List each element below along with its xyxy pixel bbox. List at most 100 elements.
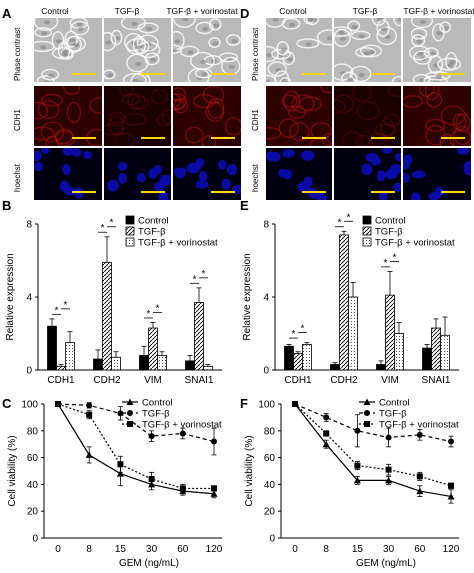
scale-bar — [371, 73, 395, 75]
bar — [65, 342, 75, 371]
category-label: CDH2 — [93, 375, 121, 386]
significance-mark: * — [202, 269, 206, 280]
cell-outline — [355, 47, 377, 58]
membrane-stain — [161, 109, 171, 125]
membrane-stain — [114, 132, 135, 146]
line-chart-f: 0 20 40 60 80 100 0 8 15 30 60 120 GEM (ng/mL) Cell v… — [244, 398, 460, 570]
cell-nucleus — [201, 72, 208, 77]
panel-label-e: E — [240, 198, 249, 213]
micrograph-a-phase-contrast-tgfb-vorinostat — [173, 18, 241, 82]
stain-background — [334, 86, 401, 146]
legend-marker — [364, 410, 370, 416]
cell-nucleus — [435, 74, 442, 79]
micrograph-image — [34, 86, 102, 146]
panel-label-d: D — [240, 6, 250, 21]
micrograph-image — [334, 18, 401, 82]
x-tick-label: 30 — [383, 544, 395, 555]
cell-nucleus — [132, 78, 139, 82]
data-point — [323, 414, 330, 421]
y-tick-label: 0 — [269, 534, 275, 545]
micrograph-image — [361, 148, 401, 200]
membrane-stain — [439, 133, 454, 146]
significance-mark: * — [55, 305, 59, 316]
cell-nucleus — [310, 18, 317, 22]
micrograph-d-hoechst-tgfb — [334, 148, 401, 200]
bar-chart-b: 0 4 8 Relative expression CDH1 CDH2 VIM SNAI1 * *… — [5, 216, 222, 386]
membrane-stain — [334, 99, 346, 114]
significance-mark: * — [110, 218, 114, 229]
scale-bar — [72, 73, 96, 75]
cell-outline — [208, 18, 222, 31]
column-title-control: Control — [41, 6, 69, 16]
bar — [203, 365, 213, 371]
cell-nucleus — [416, 39, 423, 44]
cell-outline — [189, 51, 215, 70]
series-line — [294, 403, 452, 487]
y-tick-label: 40 — [27, 480, 39, 491]
nucleus — [301, 150, 315, 161]
membrane-stain — [40, 93, 64, 107]
cell-nucleus — [340, 36, 347, 41]
membrane-stain — [355, 134, 371, 146]
data-point — [292, 401, 298, 407]
membrane-stain — [127, 92, 146, 110]
cell-nucleus — [443, 26, 450, 31]
cell-outline — [123, 32, 143, 52]
nucleus — [107, 179, 119, 192]
cell-nucleus — [146, 26, 153, 31]
membrane-stain — [387, 86, 401, 97]
cell-outline — [104, 69, 116, 80]
cell-outline — [70, 20, 90, 36]
data-point — [116, 470, 124, 477]
micrograph-a-phase-contrast-control — [34, 18, 102, 82]
y-tick-label: 20 — [27, 507, 39, 518]
cell-outline — [225, 34, 241, 46]
legend-swatch — [362, 226, 372, 236]
cell-nucleus — [200, 59, 207, 64]
y-tick-label: 80 — [264, 426, 276, 437]
legend-marker — [363, 398, 371, 405]
membrane-stain — [291, 94, 315, 114]
bar — [185, 360, 195, 371]
y-tick-label: 40 — [264, 480, 276, 491]
nucleus — [153, 181, 165, 192]
cell-nucleus — [40, 45, 47, 50]
column-title-tgfb: TGF-β — [352, 6, 378, 16]
cell-nucleus — [76, 21, 83, 26]
cell-nucleus — [305, 42, 312, 47]
category-label: CDH1 — [284, 375, 312, 386]
legend-marker — [364, 421, 370, 427]
membrane-stain — [266, 127, 282, 140]
panel-label-a: A — [2, 6, 12, 21]
cell-outline — [41, 68, 60, 81]
significance-mark: * — [338, 218, 342, 229]
nucleus — [457, 148, 470, 155]
membrane-stain — [374, 123, 397, 137]
membrane-stain — [173, 97, 188, 114]
category-label: VIM — [381, 375, 399, 386]
y-axis-label: Cell viability (%) — [244, 435, 255, 506]
cell-nucleus — [48, 73, 55, 78]
cell-nucleus — [280, 47, 287, 52]
cell-outline — [136, 34, 159, 52]
membrane-stain — [37, 100, 60, 119]
nucleus — [403, 172, 410, 184]
legend-label: TGF-β + vorinostat — [375, 238, 455, 249]
micrograph-d-phase-contrast-tgfb — [334, 18, 401, 82]
micrograph-image — [403, 148, 471, 200]
cell-nucleus — [213, 23, 220, 28]
membrane-stain — [193, 94, 216, 109]
cell-nucleus — [60, 52, 67, 57]
cell-nucleus — [77, 27, 84, 32]
row-title-phase: Phase contrast — [13, 27, 22, 81]
nucleus — [136, 172, 146, 183]
nucleus — [463, 165, 471, 176]
membrane-stain — [184, 126, 204, 144]
bar — [111, 356, 121, 371]
cell-nucleus — [436, 31, 443, 36]
nucleus — [173, 167, 187, 176]
membrane-stain — [403, 95, 424, 108]
membrane-stain — [66, 101, 82, 124]
cell-nucleus — [351, 24, 358, 29]
y-tick-label: 60 — [27, 453, 39, 464]
